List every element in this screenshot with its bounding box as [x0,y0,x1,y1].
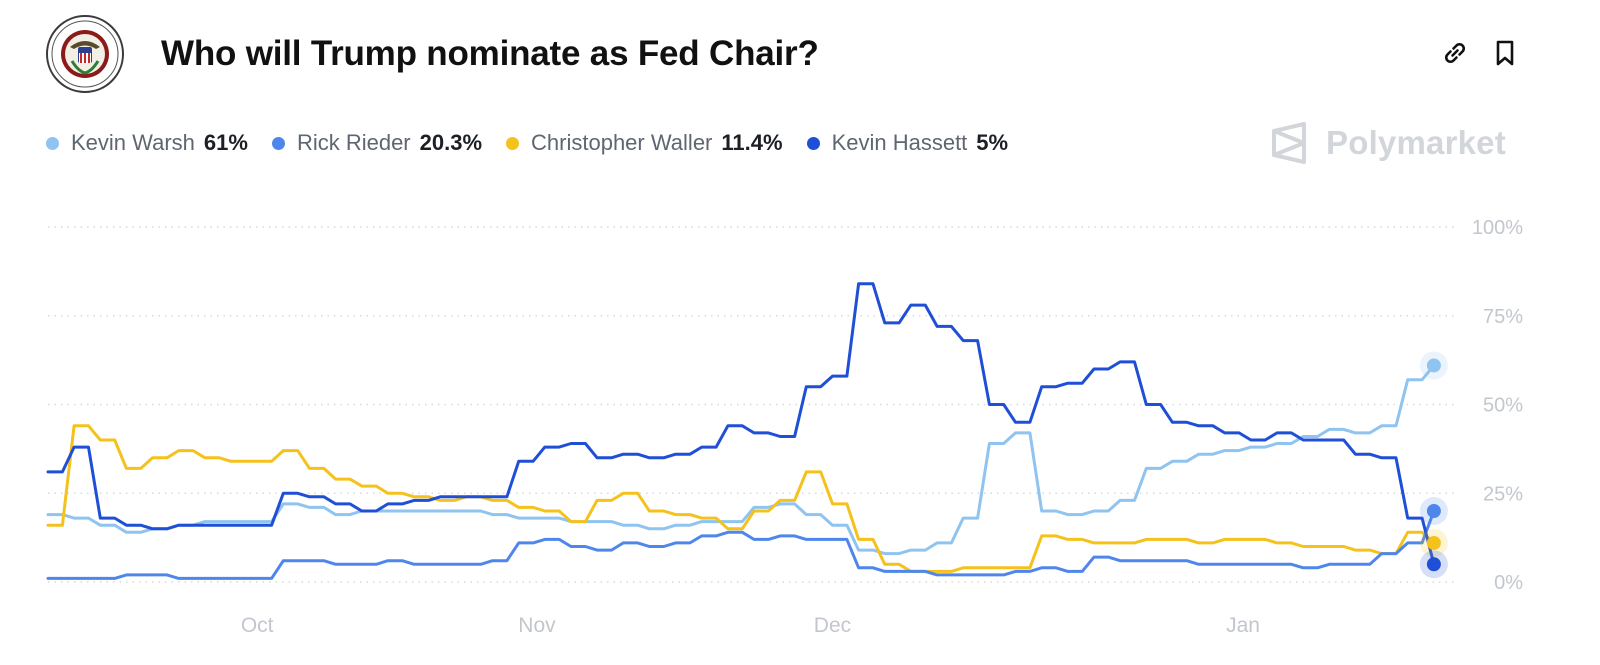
legend-dot [271,136,285,150]
series-line-rick-rieder [46,509,1436,580]
x-tick-label: Oct [241,614,274,637]
legend-name: Kevin Warsh [71,130,195,155]
endpoint-dot-christopher-waller[interactable] [1426,535,1441,550]
x-tick-label: Jan [1226,614,1260,637]
legend-dot [806,136,820,150]
y-tick-label: 25% [1483,483,1523,505]
bookmark-icon[interactable] [1490,38,1520,68]
legend-name: Rick Rieder [296,130,411,155]
endpoint-dot-kevin-warsh[interactable] [1426,358,1441,373]
fed-seal-logo [46,15,124,93]
legend-value: 5% [976,130,1009,155]
y-axis-ticks: 100% 75% 50% 25% 0% [1472,217,1523,594]
x-tick-label: Dec [814,614,851,637]
series-line-christopher-waller [46,424,1436,573]
y-tick-label: 75% [1483,306,1523,328]
legend-name: Christopher Waller [531,130,713,155]
federal-reserve-seal-icon [51,20,119,88]
series-endpoints [1419,351,1448,579]
polymarket-brand: Polymarket [1270,120,1506,166]
y-tick-label: 50% [1483,395,1523,417]
legend-item-rick-rieder: Rick Rieder 20.3% [271,130,483,156]
legend-dot [46,136,59,150]
series-line-kevin-hassett [46,282,1436,566]
brand-name: Polymarket [1326,124,1506,161]
header: Who will Trump nominate as Fed Chair? [0,0,1600,110]
link-icon[interactable] [1440,38,1470,68]
legend-value: 11.4% [721,130,783,155]
y-tick-label: 0% [1494,572,1523,594]
legend-value: 61% [203,130,248,155]
legend-item-kevin-warsh: Kevin Warsh 61% [46,130,248,156]
legend-dot [506,136,520,150]
x-axis-ticks: Oct Nov Dec Jan [241,614,1260,637]
line-chart: 100% 75% 50% 25% 0% Oct Nov Dec Jan [46,217,1523,637]
legend-item-christopher-waller: Christopher Waller 11.4% [506,130,783,156]
y-tick-label: 100% [1472,217,1523,239]
legend-item-kevin-hassett: Kevin Hassett 5% [806,130,1009,156]
legend-name: Kevin Hassett [831,130,968,155]
chart-grid [48,226,1455,583]
chart-legend: Kevin Warsh 61% Rick Rieder 20.3% Christ… [46,128,1032,158]
chart-series [46,282,1436,580]
legend-value: 20.3% [419,130,483,155]
x-tick-label: Nov [518,614,556,637]
endpoint-dot-kevin-hassett[interactable] [1426,557,1441,572]
page-title: Who will Trump nominate as Fed Chair? [161,34,819,73]
endpoint-dot-rick-rieder[interactable] [1426,504,1441,518]
polymarket-logo-icon [1272,122,1306,164]
series-line-kevin-warsh [46,364,1436,556]
